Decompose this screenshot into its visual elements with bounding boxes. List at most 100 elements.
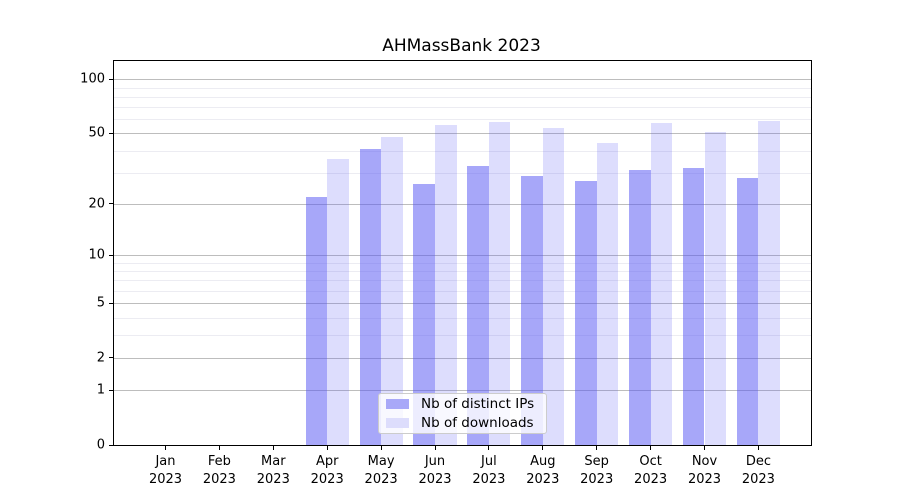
x-tick-month: Aug <box>530 454 556 469</box>
x-tick-month: Jun <box>424 454 446 469</box>
bar-downloads <box>327 158 349 445</box>
x-tick-label: Aug 2023 <box>513 453 573 489</box>
chart-title: AHMassBank 2023 <box>382 36 541 56</box>
bar-downloads <box>704 131 727 445</box>
major-gridline <box>114 255 811 256</box>
major-gridline <box>114 303 811 304</box>
x-tick-mark <box>434 446 436 450</box>
y-tick-mark <box>109 389 113 391</box>
x-tick-label: Sep 2023 <box>567 453 627 489</box>
bar-distinct-ips <box>359 148 382 445</box>
x-tick-mark <box>218 446 220 450</box>
minor-gridline <box>114 172 811 174</box>
y-tick-label: 10 <box>88 247 105 263</box>
bar-downloads <box>596 143 619 445</box>
y-tick-mark <box>109 78 113 80</box>
x-tick-mark <box>326 446 328 450</box>
bar-downloads <box>758 120 780 445</box>
bar-distinct-ips <box>413 183 435 445</box>
y-tick-label: 50 <box>88 125 105 141</box>
x-tick-month: May <box>367 454 395 469</box>
minor-gridline <box>114 87 811 89</box>
x-tick-year: 2023 <box>580 472 614 487</box>
major-gridline <box>114 203 811 205</box>
bar-downloads <box>542 127 565 445</box>
minor-gridline <box>114 119 811 121</box>
major-gridline <box>114 79 811 81</box>
bar-downloads <box>650 123 673 445</box>
x-tick-label: Dec 2023 <box>728 453 788 489</box>
x-tick-mark <box>596 446 598 450</box>
minor-gridline <box>114 270 811 272</box>
x-tick-year: 2023 <box>148 472 183 487</box>
x-tick-label: Oct 2023 <box>621 453 681 489</box>
x-tick-month: Apr <box>315 454 339 469</box>
y-tick-mark <box>109 203 113 205</box>
minor-gridline <box>114 150 811 152</box>
x-tick-mark <box>542 446 544 450</box>
minor-gridline <box>114 317 811 319</box>
y-tick-mark <box>109 357 113 359</box>
y-tick-mark <box>109 302 113 304</box>
x-tick-mark <box>272 446 274 450</box>
legend-swatch-distinct-ips-icon <box>386 399 409 409</box>
bar-downloads <box>435 124 457 445</box>
x-tick-month: Nov <box>691 454 718 469</box>
x-tick-label: Nov 2023 <box>675 453 735 489</box>
bar-distinct-ips <box>736 178 759 445</box>
x-tick-mark <box>757 446 759 450</box>
bar-distinct-ips <box>467 165 489 445</box>
y-tick-label: 100 <box>80 71 105 87</box>
x-tick-year: 2023 <box>472 472 506 487</box>
plot-area: Nb of distinct IPs Nb of downloads <box>113 60 812 446</box>
x-tick-year: 2023 <box>364 472 398 487</box>
y-tick-label: 2 <box>96 350 105 366</box>
bar-distinct-ips <box>305 196 328 445</box>
minor-gridline <box>114 96 811 98</box>
x-tick-year: 2023 <box>418 472 452 487</box>
legend-label-distinct-ips: Nb of distinct IPs <box>421 396 535 412</box>
bar-downloads <box>488 121 511 445</box>
x-tick-year: 2023 <box>687 472 722 487</box>
x-tick-label: Jan 2023 <box>136 453 196 489</box>
x-tick-month: Feb <box>207 454 231 469</box>
minor-gridline <box>114 280 811 282</box>
y-tick-label: 1 <box>96 382 105 398</box>
x-tick-month: Jul <box>481 454 497 469</box>
y-tick-label: 5 <box>96 295 105 311</box>
y-tick-label: 20 <box>88 196 105 212</box>
x-tick-year: 2023 <box>202 472 236 487</box>
legend-swatch-downloads-icon <box>386 418 409 428</box>
x-tick-month: Mar <box>261 454 286 469</box>
x-tick-label: May 2023 <box>351 453 411 489</box>
y-tick-mark <box>109 132 113 134</box>
x-tick-label: Apr 2023 <box>297 453 357 489</box>
y-tick-label: 0 <box>96 437 105 453</box>
x-tick-year: 2023 <box>310 472 344 487</box>
x-tick-year: 2023 <box>256 472 290 487</box>
x-tick-year: 2023 <box>634 472 668 487</box>
legend-item-downloads: Nb of downloads <box>386 415 539 431</box>
x-tick-month: Oct <box>639 454 662 469</box>
bar-distinct-ips <box>629 170 651 445</box>
legend-item-distinct-ips: Nb of distinct IPs <box>386 396 539 412</box>
x-tick-month: Sep <box>584 454 609 469</box>
bar-distinct-ips <box>575 181 597 445</box>
x-tick-mark <box>650 446 652 450</box>
x-tick-label: Jul 2023 <box>459 453 519 489</box>
y-tick-mark <box>109 444 113 446</box>
bar-downloads <box>381 136 403 445</box>
minor-gridline <box>114 107 811 109</box>
legend-label-downloads: Nb of downloads <box>421 415 534 431</box>
x-tick-month: Jan <box>155 454 176 469</box>
x-tick-mark <box>165 446 166 450</box>
bar-distinct-ips <box>682 167 705 445</box>
x-tick-year: 2023 <box>741 472 775 487</box>
legend: Nb of distinct IPs Nb of downloads <box>378 393 547 434</box>
x-tick-mark <box>380 446 382 450</box>
major-gridline <box>114 357 811 359</box>
x-tick-mark <box>704 446 705 450</box>
x-tick-year: 2023 <box>526 472 560 487</box>
minor-gridline <box>114 290 811 292</box>
